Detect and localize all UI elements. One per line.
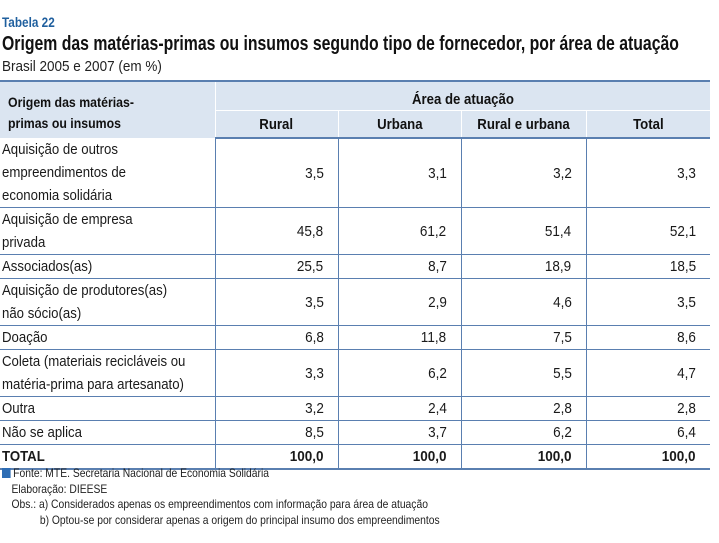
cell-rural-e-urbana: 4,6 bbox=[461, 278, 587, 326]
cell-rural-e-urbana: 6,2 bbox=[461, 420, 587, 445]
cell-total: 4,7 bbox=[586, 349, 711, 397]
cell-rural: 100,0 bbox=[215, 444, 339, 470]
row-header-line: primas ou insumos bbox=[8, 115, 121, 131]
cell-rural-e-urbana: 5,5 bbox=[461, 349, 587, 397]
cell-rural-e-urbana: 18,9 bbox=[461, 254, 587, 279]
table-row: Não se aplica 8,5 3,7 6,2 6,4 bbox=[0, 420, 711, 445]
table-subtitle: Brasil 2005 e 2007 (em %) bbox=[2, 58, 162, 75]
cell-rural-e-urbana: 100,0 bbox=[461, 444, 587, 470]
row-label: Aquisição de produtores(as) não sócio(as… bbox=[0, 278, 216, 326]
total-label: TOTAL bbox=[0, 444, 216, 470]
cell-rural: 8,5 bbox=[215, 420, 339, 445]
cell-total: 8,6 bbox=[586, 325, 711, 350]
cell-total: 3,5 bbox=[586, 278, 711, 326]
cell-total: 3,3 bbox=[586, 138, 711, 208]
cell-rural-e-urbana: 3,2 bbox=[461, 138, 587, 208]
data-table: Origem das matérias- primas ou insumos Á… bbox=[0, 80, 711, 470]
table-row: Doação 6,8 11,8 7,5 8,6 bbox=[0, 325, 711, 350]
cell-rural: 3,5 bbox=[215, 278, 339, 326]
cell-total: 100,0 bbox=[586, 444, 711, 470]
cell-rural-e-urbana: 51,4 bbox=[461, 207, 587, 255]
cell-urbana: 3,7 bbox=[338, 420, 462, 445]
column-header-total: Total bbox=[586, 110, 711, 139]
cell-urbana: 6,2 bbox=[338, 349, 462, 397]
row-header-line: Origem das matérias- bbox=[8, 94, 134, 110]
elaboration-note: Elaboração: DIEESE bbox=[11, 481, 108, 496]
cell-total: 52,1 bbox=[586, 207, 711, 255]
cell-rural: 45,8 bbox=[215, 207, 339, 255]
cell-rural: 3,5 bbox=[215, 138, 339, 208]
table-row: Aquisição de outros empreendimentos de e… bbox=[0, 138, 711, 208]
cell-rural-e-urbana: 7,5 bbox=[461, 325, 587, 350]
cell-urbana: 2,4 bbox=[338, 396, 462, 421]
cell-total: 6,4 bbox=[586, 420, 711, 445]
obs-note-a: Obs.: a) Considerados apenas os empreend… bbox=[11, 497, 428, 511]
total-row: TOTAL 100,0 100,0 100,0 100,0 bbox=[0, 444, 711, 470]
cell-rural: 25,5 bbox=[215, 254, 339, 279]
cell-urbana: 3,1 bbox=[338, 138, 462, 208]
row-label: Coleta (materiais recicláveis ou matéria… bbox=[0, 349, 216, 397]
table-row: Associados(as) 25,5 8,7 18,9 18,5 bbox=[0, 254, 711, 279]
cell-urbana: 100,0 bbox=[338, 444, 462, 470]
row-label: Doação bbox=[0, 325, 216, 350]
row-header: Origem das matérias- primas ou insumos bbox=[0, 80, 216, 138]
cell-urbana: 2,9 bbox=[338, 278, 462, 326]
table-row: Aquisição de produtores(as) não sócio(as… bbox=[0, 278, 711, 326]
row-label: Aquisição de empresa privada bbox=[0, 207, 216, 255]
cell-urbana: 11,8 bbox=[338, 325, 462, 350]
cell-rural: 3,3 bbox=[215, 349, 339, 397]
column-header-urbana: Urbana bbox=[338, 110, 462, 139]
square-bullet-icon bbox=[2, 468, 11, 478]
row-label: Aquisição de outros empreendimentos de e… bbox=[0, 138, 216, 208]
table-row: Aquisição de empresa privada 45,8 61,2 5… bbox=[0, 207, 711, 255]
group-header: Área de atuação bbox=[215, 80, 711, 111]
table-title: Origem das matérias-primas ou insumos se… bbox=[2, 33, 679, 55]
cell-total: 2,8 bbox=[586, 396, 711, 421]
cell-total: 18,5 bbox=[586, 254, 711, 279]
cell-rural-e-urbana: 2,8 bbox=[461, 396, 587, 421]
row-label: Não se aplica bbox=[0, 420, 216, 445]
table-label: Tabela 22 bbox=[2, 14, 55, 30]
cell-urbana: 8,7 bbox=[338, 254, 462, 279]
table-notes: Fonte: MTE. Secretaria Nacional de Econo… bbox=[2, 466, 511, 528]
cell-rural: 6,8 bbox=[215, 325, 339, 350]
row-label: Outra bbox=[0, 396, 216, 421]
column-header-rural: Rural bbox=[215, 110, 339, 139]
column-header-rural-e-urbana: Rural e urbana bbox=[461, 110, 587, 139]
table-row: Outra 3,2 2,4 2,8 2,8 bbox=[0, 396, 711, 421]
cell-urbana: 61,2 bbox=[338, 207, 462, 255]
row-label: Associados(as) bbox=[0, 254, 216, 279]
obs-note-b: b) Optou-se por considerar apenas a orig… bbox=[39, 512, 440, 527]
cell-rural: 3,2 bbox=[215, 396, 339, 421]
source-note: Fonte: MTE. Secretaria Nacional de Econo… bbox=[2, 466, 440, 482]
table-row: Coleta (materiais recicláveis ou matéria… bbox=[0, 349, 711, 397]
